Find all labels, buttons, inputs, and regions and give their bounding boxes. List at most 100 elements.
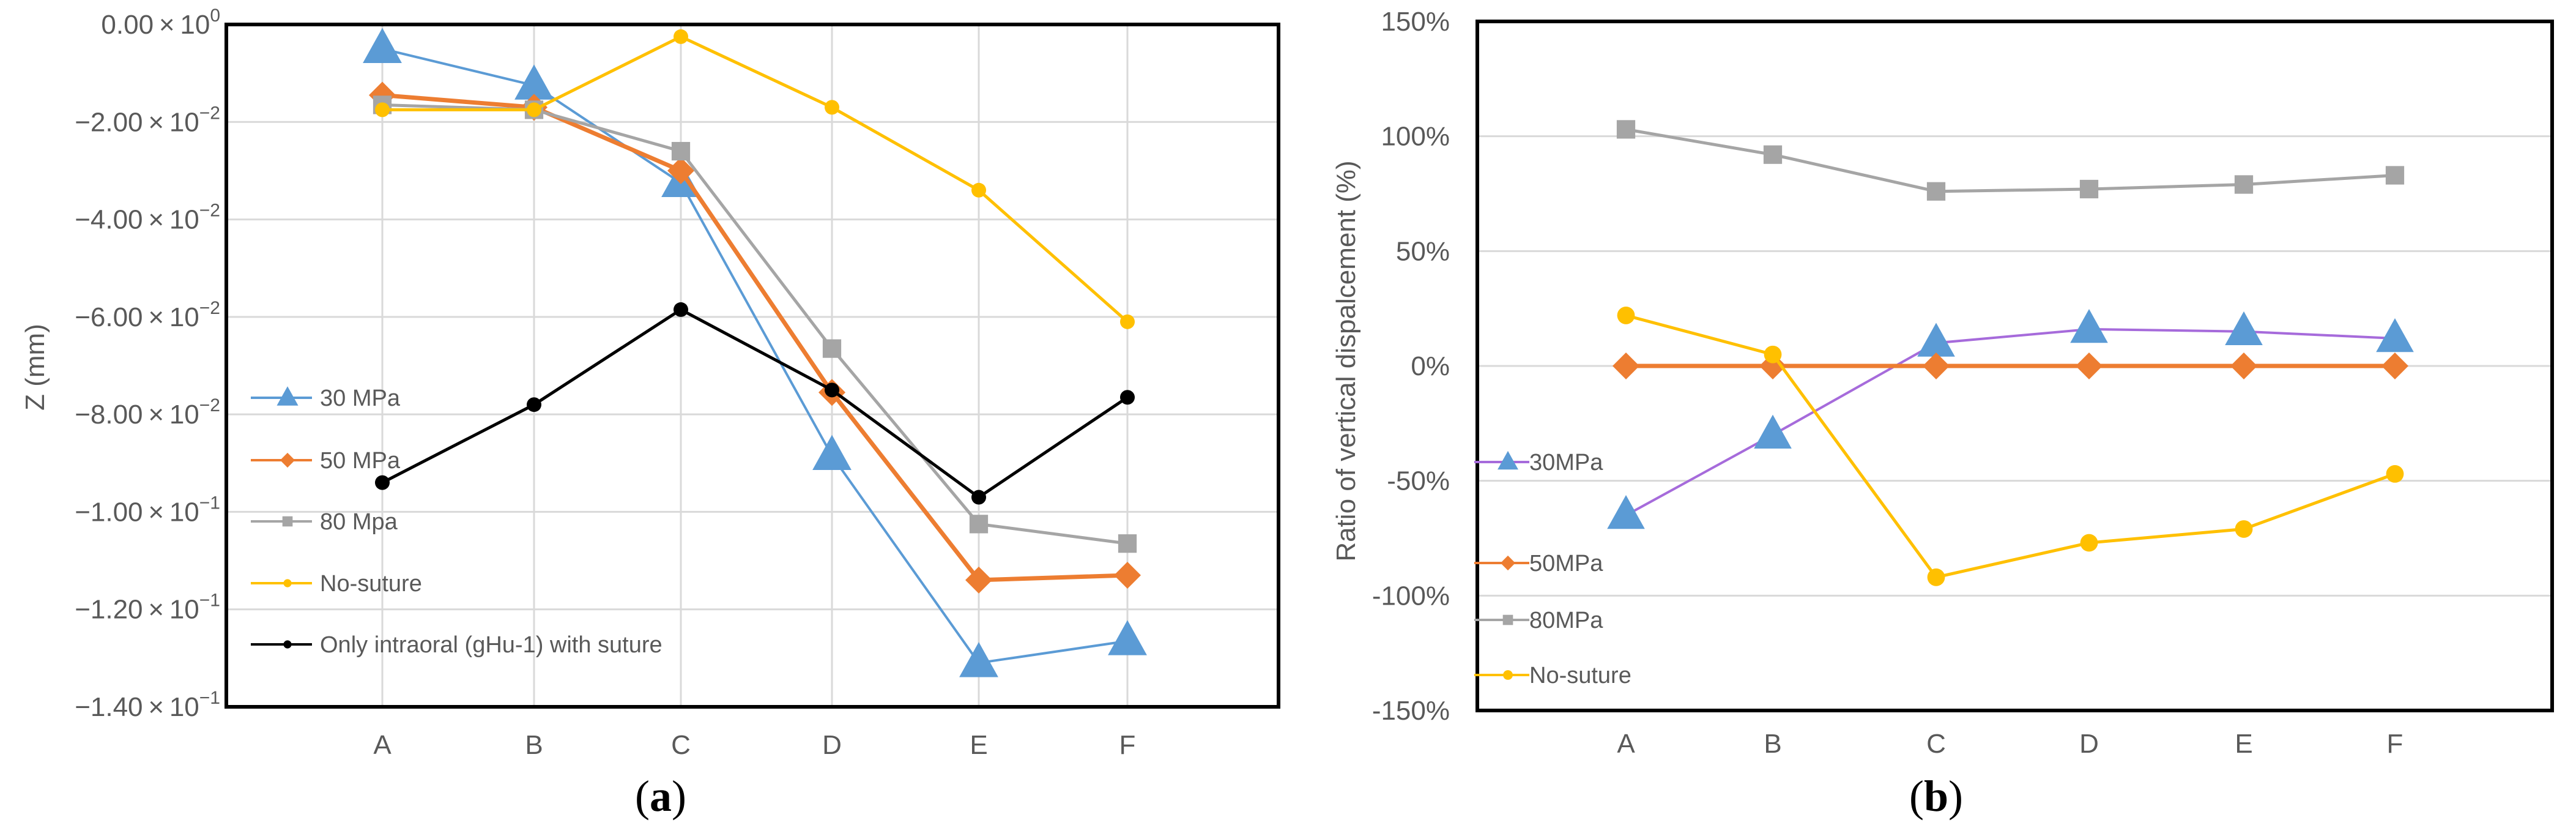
x-tick-label: E — [970, 730, 987, 760]
data-point-30mpa — [1607, 494, 1645, 529]
data-point-no-suture — [825, 100, 839, 115]
legend-label: No-suture — [1529, 663, 1631, 688]
series-line-no-suture — [382, 35, 1129, 323]
data-point-no-suture — [674, 29, 688, 44]
data-point-50mpa — [1923, 352, 1950, 379]
panel-caption: (a) — [635, 772, 686, 821]
data-point-only-intraoral-ghu-1-with-suture — [375, 475, 390, 490]
legend-label: Only intraoral (gHu-1) with suture — [320, 632, 663, 658]
y-tick-label: -100% — [1372, 581, 1450, 611]
data-point-80-mpa — [969, 515, 989, 534]
data-point-no-suture — [2386, 465, 2404, 483]
data-point-50mpa — [2076, 352, 2103, 379]
y-tick-label: −1.40 × 10−1 — [75, 688, 220, 722]
x-tick-label: A — [1617, 729, 1635, 759]
data-point-no-suture — [375, 102, 390, 117]
legend-marker — [1503, 670, 1513, 680]
x-tick-label: F — [1119, 730, 1136, 760]
data-point-no-suture — [2235, 520, 2253, 538]
x-tick-labels: A B C D E F — [373, 730, 1135, 760]
y-tick-label: -150% — [1372, 696, 1450, 726]
panel-label: a — [650, 772, 672, 821]
data-point-30mpa — [1917, 323, 1955, 357]
legend-marker — [1502, 614, 1513, 625]
panel-label: b — [1924, 772, 1948, 821]
x-tick-labels: A B C D E F — [1617, 729, 2403, 759]
legend-marker — [283, 640, 292, 649]
data-point-30-mpa — [514, 64, 554, 100]
data-point-50mpa — [2230, 352, 2257, 379]
series-line-no-suture — [1625, 314, 2396, 579]
legend-marker — [277, 386, 299, 406]
series-layer — [363, 28, 1147, 677]
legend: 30MPa 50MPa 80MPa No-suture — [1474, 450, 1631, 688]
data-point-no-suture — [1617, 307, 1635, 324]
data-point-50mpa — [1613, 352, 1639, 379]
y-axis-label: Ratio of vertical dispalcement (%) — [1331, 160, 1361, 561]
legend-label: 50 MPa — [320, 448, 401, 474]
data-point-80-mpa — [1118, 534, 1137, 553]
legend-marker — [282, 516, 293, 527]
data-point-50-mpa — [1114, 561, 1141, 589]
x-tick-label: F — [2387, 729, 2403, 759]
data-point-30-mpa — [363, 28, 402, 63]
y-tick-label: 150% — [1381, 7, 1450, 37]
y-tick-label: −8.00 × 10−2 — [75, 395, 220, 430]
data-point-80mpa — [2079, 179, 2099, 199]
x-tick-label: B — [1764, 729, 1781, 759]
series-line-50-mpa — [382, 92, 1128, 583]
chart-panel-b: 150% 100% 50% 0% -50% -100% -150% A B C D E F Ratio… — [1331, 7, 2554, 821]
data-point-80-mpa — [822, 339, 842, 358]
data-point-30mpa — [1754, 414, 1792, 449]
data-point-30mpa — [2376, 318, 2414, 352]
y-tick-label: -50% — [1387, 466, 1450, 496]
data-point-30-mpa — [812, 434, 852, 470]
data-point-no-suture — [1764, 345, 1782, 364]
x-tick-label: A — [373, 730, 392, 760]
data-point-no-suture — [1927, 568, 1945, 586]
y-tick-label: −2.00 × 10−2 — [75, 103, 220, 137]
data-point-30mpa — [2070, 308, 2108, 343]
x-tick-label: E — [2235, 729, 2252, 759]
y-tick-label: 0% — [1411, 351, 1450, 381]
data-point-80-mpa — [671, 141, 691, 161]
y-tick-label: −1.20 × 10−1 — [75, 591, 220, 625]
data-point-only-intraoral-ghu-1-with-suture — [1120, 390, 1135, 405]
data-point-80mpa — [2234, 175, 2254, 194]
chart-panel-a: 0.00 × 100 −2.00 × 10−2 −4.00 × 10−2 −6.00 … — [20, 6, 1280, 821]
legend-label: 50MPa — [1529, 551, 1603, 576]
legend-label: 30MPa — [1529, 450, 1603, 475]
plot-frame — [225, 23, 1280, 709]
series-line-80mpa — [1625, 127, 2396, 193]
y-tick-label: 0.00 × 100 — [101, 6, 220, 40]
data-point-80mpa — [1763, 145, 1783, 164]
y-tick-label: −4.00 × 10−2 — [75, 201, 220, 235]
data-point-50-mpa — [965, 566, 992, 594]
panel-caption: (b) — [1909, 772, 1963, 821]
y-tick-label: −6.00 × 10−2 — [75, 298, 220, 332]
data-point-no-suture — [1120, 314, 1135, 329]
series-line-only-intraoral-ghu-1-with-suture — [381, 308, 1129, 499]
legend-marker — [1498, 450, 1518, 470]
y-tick-labels: 150% 100% 50% 0% -50% -100% -150% — [1372, 7, 1450, 726]
y-tick-label: 100% — [1381, 122, 1450, 152]
data-point-50-mpa — [667, 157, 694, 184]
legend-label: 30 MPa — [320, 386, 401, 411]
y-tick-labels: 0.00 × 100 −2.00 × 10−2 −4.00 × 10−2 −6.00 … — [75, 6, 220, 722]
legend-marker — [1500, 555, 1516, 571]
y-axis-label: Z (mm) — [20, 324, 50, 411]
data-point-30-mpa — [959, 642, 998, 677]
data-point-only-intraoral-ghu-1-with-suture — [674, 302, 688, 317]
legend-marker — [283, 579, 292, 587]
series-line-30-mpa — [382, 47, 1128, 665]
y-tick-label: 50% — [1396, 236, 1450, 266]
x-tick-label: C — [671, 730, 691, 760]
x-tick-label: C — [1926, 729, 1946, 759]
data-point-80mpa — [1616, 120, 1636, 139]
series-layer — [1607, 120, 2414, 586]
data-point-no-suture — [2080, 534, 2098, 552]
legend: 30 MPa 50 MPa 80 Mpa No-suture Only intraora… — [251, 386, 663, 658]
legend-label: 80MPa — [1529, 608, 1603, 633]
data-point-50mpa — [2381, 352, 2408, 379]
